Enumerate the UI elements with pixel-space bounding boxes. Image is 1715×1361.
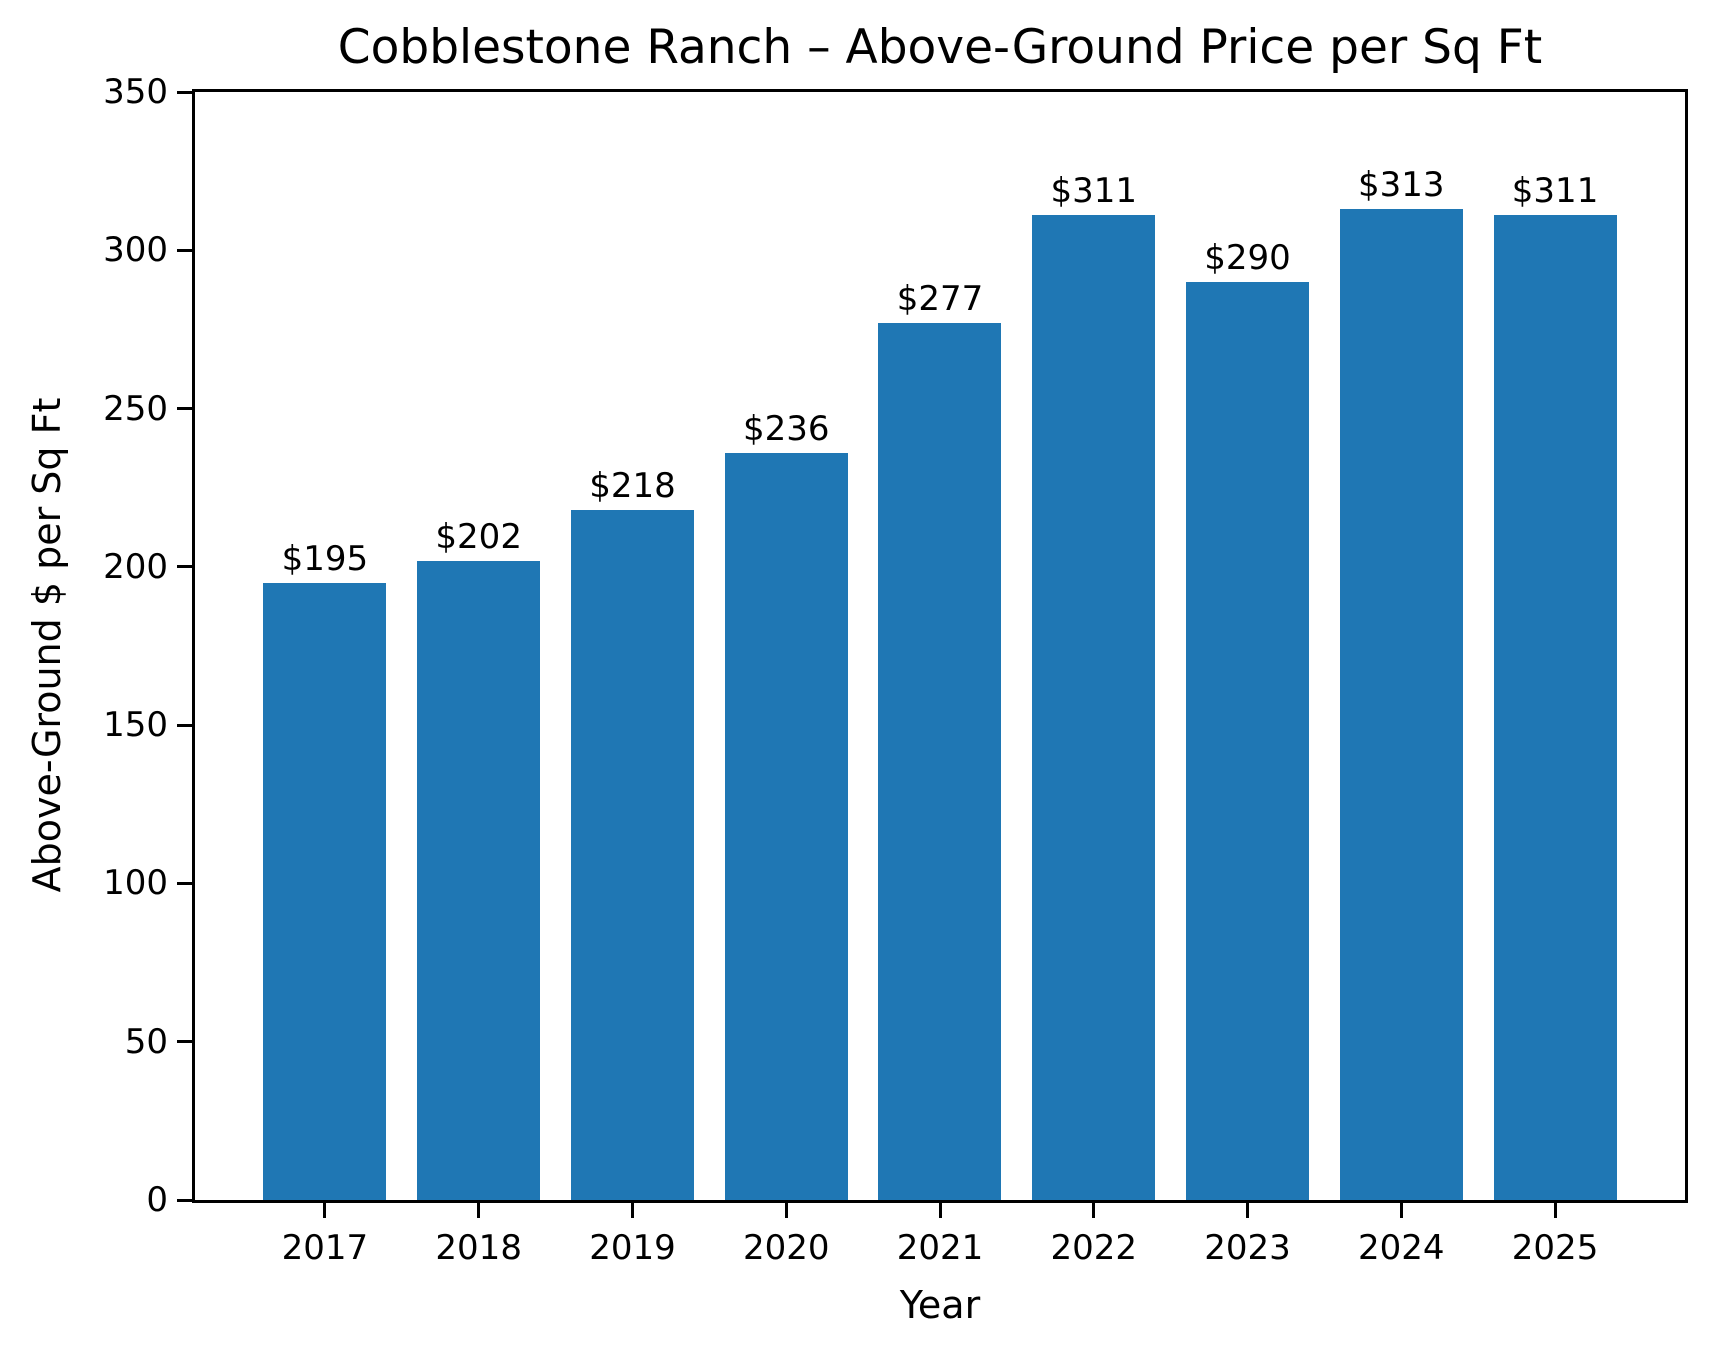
x-tick-label-2018: 2018 xyxy=(435,1228,522,1268)
y-tick-mark xyxy=(177,248,192,252)
x-tick-label-2021: 2021 xyxy=(896,1228,984,1268)
bar-2024 xyxy=(1339,209,1463,1200)
y-tick-mark xyxy=(177,1040,192,1044)
bar-value-label-2021: $277 xyxy=(896,279,984,320)
x-tick-label-2022: 2022 xyxy=(1050,1228,1138,1268)
bar-value-label-2018: $202 xyxy=(435,516,522,557)
y-tick-label-50: 50 xyxy=(124,1021,168,1062)
y-tick-label-350: 350 xyxy=(103,72,168,112)
x-axis-label: Year xyxy=(899,1283,981,1327)
y-tick-label-300: 300 xyxy=(103,230,168,271)
bar-value-label-2017: $195 xyxy=(281,538,369,579)
x-tick-mark xyxy=(784,1203,788,1218)
bar-2023 xyxy=(1186,281,1310,1200)
bar-2021 xyxy=(878,323,1002,1200)
bar-2020 xyxy=(724,452,848,1200)
x-tick-label-2017: 2017 xyxy=(281,1228,369,1268)
x-tick-mark xyxy=(630,1203,634,1218)
bar-value-label-2024: $313 xyxy=(1358,165,1445,206)
x-tick-label-2025: 2025 xyxy=(1511,1228,1599,1268)
x-tick-label-2024: 2024 xyxy=(1358,1228,1445,1268)
y-tick-mark xyxy=(177,1198,192,1202)
y-tick-mark xyxy=(177,565,192,569)
bar-2019 xyxy=(570,509,694,1200)
x-tick-label-2023: 2023 xyxy=(1204,1228,1291,1268)
y-tick-label-200: 200 xyxy=(103,546,168,587)
x-tick-mark xyxy=(1553,1203,1557,1218)
x-tick-label-2019: 2019 xyxy=(589,1228,676,1268)
y-tick-mark xyxy=(177,407,192,411)
y-tick-label-100: 100 xyxy=(103,863,168,904)
bar-2017 xyxy=(263,582,387,1200)
chart-title: Cobblestone Ranch – Above-Ground Price p… xyxy=(337,20,1543,75)
x-tick-mark xyxy=(1092,1203,1096,1218)
y-tick-label-0: 0 xyxy=(146,1180,168,1220)
y-tick-mark xyxy=(177,723,192,727)
x-tick-mark xyxy=(938,1203,942,1218)
x-tick-mark xyxy=(323,1203,327,1218)
bar-value-label-2023: $290 xyxy=(1204,237,1291,278)
bar-2025 xyxy=(1493,215,1617,1200)
y-tick-mark xyxy=(177,881,192,885)
bar-2018 xyxy=(417,560,541,1200)
bar-2022 xyxy=(1032,215,1156,1200)
x-tick-label-2020: 2020 xyxy=(742,1228,830,1268)
y-tick-mark xyxy=(177,90,192,94)
plot-area: $195 $202 $218 $236 $277 $311 $290 $313 $311 xyxy=(192,89,1688,1203)
y-axis-label: Above-Ground $ per Sq Ft xyxy=(25,397,69,893)
bar-value-label-2022: $311 xyxy=(1050,171,1138,212)
x-tick-mark xyxy=(1399,1203,1403,1218)
x-tick-mark xyxy=(477,1203,481,1218)
x-tick-mark xyxy=(1246,1203,1250,1218)
bar-value-label-2025: $311 xyxy=(1511,171,1599,212)
y-tick-label-250: 250 xyxy=(103,388,168,429)
bar-value-label-2019: $218 xyxy=(589,465,676,506)
bar-value-label-2020: $236 xyxy=(742,408,830,449)
y-tick-label-150: 150 xyxy=(103,705,168,746)
